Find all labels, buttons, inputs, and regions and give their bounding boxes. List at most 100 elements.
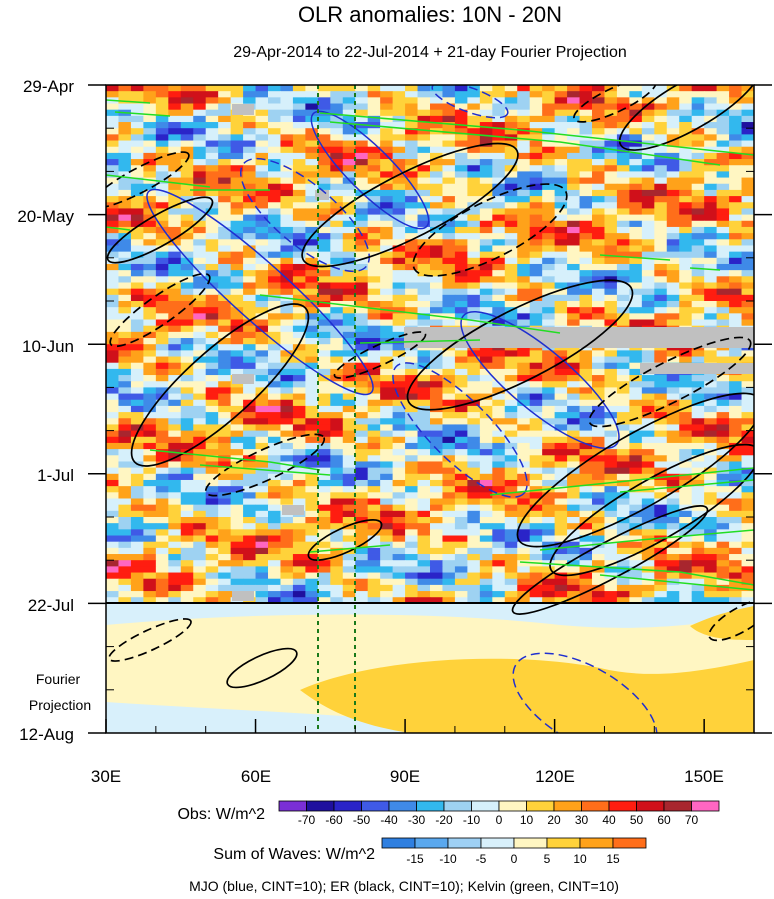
obs-cell	[641, 381, 655, 388]
obs-cell	[243, 140, 256, 148]
obs-cell	[205, 331, 219, 339]
obs-cell	[492, 356, 506, 364]
obs-cell	[130, 214, 144, 222]
obs-cell	[205, 504, 219, 512]
obs-cell	[255, 578, 269, 586]
obs-cell	[666, 473, 680, 481]
obs-cell	[479, 97, 493, 104]
obs-cell	[380, 535, 394, 543]
obs-cell	[405, 523, 418, 530]
obs-cell	[255, 313, 269, 320]
obs-cell	[380, 584, 394, 592]
obs-cell	[741, 517, 754, 524]
obs-cell	[355, 103, 369, 111]
obs-cell	[268, 276, 281, 283]
obs-cell	[243, 504, 256, 512]
obs-cell	[716, 319, 730, 327]
obs-cell	[405, 177, 418, 185]
obs-cell	[579, 103, 593, 111]
obs-cell	[280, 177, 294, 185]
obs-cell	[392, 276, 406, 283]
obs-cell	[741, 159, 754, 166]
obs-cell	[130, 97, 144, 104]
obs-cell	[529, 387, 543, 394]
obs-cell	[616, 554, 630, 561]
obs-cell	[130, 362, 144, 370]
obs-cell	[255, 467, 269, 475]
obs-cell	[729, 517, 742, 524]
obs-cell	[592, 239, 605, 246]
obs-cell	[330, 517, 344, 524]
obs-cell	[542, 405, 556, 413]
obs-cell	[579, 591, 593, 598]
obs-cell	[554, 91, 568, 98]
obs-cell	[542, 103, 556, 111]
obs-cell	[330, 134, 344, 141]
obs-cell	[442, 597, 456, 603]
obs-cell	[268, 122, 281, 129]
obs-cell	[317, 257, 331, 265]
chart-subtitle: 29-Apr-2014 to 22-Jul-2014 + 21-day Four…	[233, 44, 627, 61]
obs-cell	[130, 424, 144, 431]
obs-cell	[554, 146, 568, 154]
obs-cell	[679, 313, 693, 320]
obs-cell	[180, 375, 194, 382]
obs-cell	[130, 405, 144, 413]
obs-cell	[255, 325, 269, 333]
colorbar-tick-label: -20	[435, 813, 453, 827]
obs-cell	[417, 183, 431, 191]
obs-cell	[666, 535, 680, 543]
obs-cell	[679, 455, 693, 462]
obs-cell	[492, 584, 506, 592]
obs-cell	[243, 85, 256, 92]
obs-cell	[367, 189, 381, 197]
obs-cell	[193, 510, 207, 518]
er-contour	[130, 303, 310, 467]
obs-cell	[292, 449, 306, 456]
obs-cell	[180, 97, 194, 104]
obs-cell	[305, 566, 319, 573]
obs-cell	[168, 381, 182, 388]
obs-cell	[230, 239, 244, 246]
obs-cell	[305, 276, 319, 283]
obs-cell	[629, 91, 643, 98]
obs-cell	[554, 479, 568, 487]
obs-cell	[666, 103, 680, 111]
obs-cell	[106, 560, 119, 567]
obs-cell	[579, 387, 593, 394]
obs-cell	[205, 140, 219, 148]
obs-cell	[604, 492, 618, 499]
obs-cell	[579, 115, 593, 123]
obs-cell	[405, 510, 418, 518]
obs-cell	[492, 572, 506, 580]
obs-cell	[355, 467, 369, 475]
obs-cell	[604, 251, 618, 259]
obs-cell	[567, 387, 580, 394]
obs-cell	[292, 338, 306, 345]
obs-cell	[704, 486, 718, 493]
colorbar-swatch	[579, 837, 614, 849]
obs-cell	[467, 152, 481, 160]
obs-cell	[118, 165, 132, 172]
obs-cell	[616, 146, 630, 154]
obs-cell	[579, 597, 593, 603]
obs-cell	[616, 270, 630, 277]
obs-cell	[355, 226, 369, 234]
obs-cell	[317, 356, 331, 364]
obs-cell	[292, 103, 306, 111]
obs-cell	[504, 140, 518, 148]
obs-cell	[492, 560, 506, 567]
obs-cell	[467, 115, 481, 123]
obs-cell	[205, 442, 219, 450]
obs-cell	[317, 362, 331, 370]
obs-cell	[691, 288, 705, 296]
obs-cell	[255, 430, 269, 438]
obs-cell	[467, 276, 481, 283]
x-tick-label: 120E	[535, 767, 575, 786]
obs-cell	[430, 251, 443, 259]
obs-cell	[517, 189, 531, 197]
obs-cell	[554, 375, 568, 382]
obs-cell	[729, 183, 742, 191]
obs-cell	[504, 196, 518, 203]
obs-cell	[629, 486, 643, 493]
